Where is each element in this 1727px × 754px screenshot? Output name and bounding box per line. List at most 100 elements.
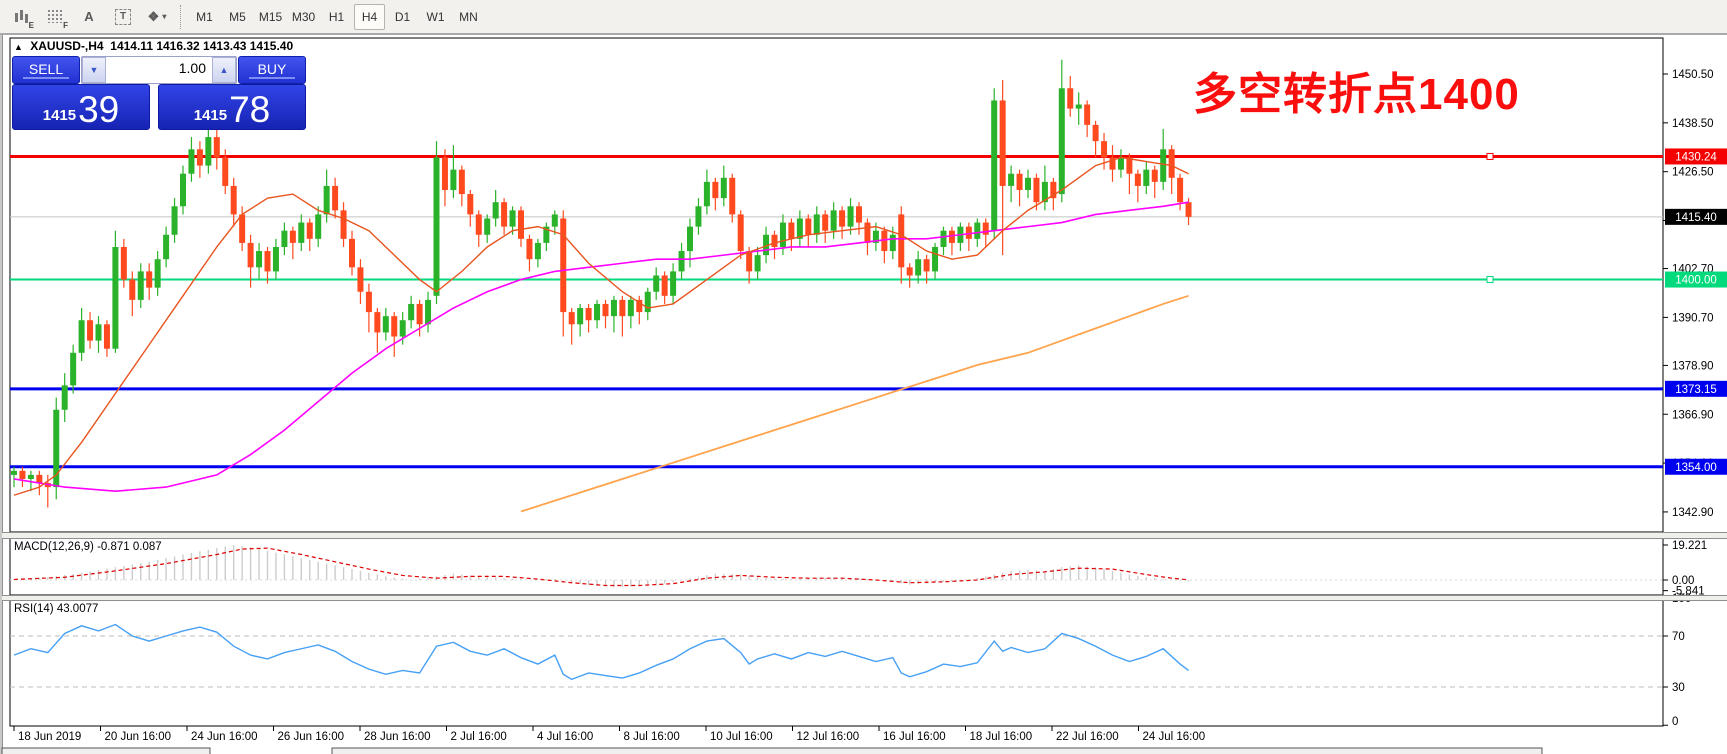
timeframe-button-m5[interactable]: M5 — [229, 9, 246, 24]
timeframe-button-h1[interactable]: H1 — [328, 9, 345, 24]
candle-body — [551, 214, 558, 227]
time-tick-label: 22 Jul 16:00 — [1056, 731, 1119, 743]
hline-handle[interactable] — [1486, 276, 1494, 284]
timeframe-button-h4[interactable]: H4 — [354, 3, 385, 30]
candle-body — [1050, 181, 1057, 199]
background-window-edge[interactable] — [331, 747, 1543, 754]
timeframe-button-w1[interactable]: W1 — [426, 9, 445, 24]
candle-body — [180, 173, 186, 207]
price-tick-label: 1390.70 — [1672, 312, 1714, 324]
buy-price-main: 1415 — [193, 107, 228, 124]
time-tick-label: 10 Jul 16:00 — [710, 731, 773, 743]
candle-body — [146, 271, 153, 288]
candle-body — [374, 312, 381, 333]
candle-body — [1041, 181, 1048, 203]
buy-price-box[interactable]: 1415 78 — [158, 84, 306, 130]
time-tick-label: 24 Jul 16:00 — [1143, 731, 1206, 743]
symbol-name: XAUUSD-,H4 — [30, 39, 104, 53]
chart-annotation-text[interactable]: 多空转折点1400 — [1193, 70, 1520, 119]
candle-body — [408, 303, 415, 321]
candle-body — [1092, 124, 1099, 142]
candle-body — [1067, 88, 1074, 109]
candle-body — [982, 222, 989, 235]
timeframe-button-m30[interactable]: M30 — [291, 9, 316, 24]
candle-body — [27, 474, 34, 479]
candle-body — [771, 234, 778, 247]
candle-body — [1008, 173, 1015, 186]
timeframe-button-m1[interactable]: M1 — [196, 9, 213, 24]
lot-size-input[interactable]: 1.00 — [106, 57, 212, 83]
pane-separator[interactable] — [2, 595, 1727, 601]
text-box-icon[interactable]: T — [110, 6, 136, 28]
candle-body — [188, 149, 195, 174]
candle-body — [1117, 157, 1124, 170]
candle-body — [644, 291, 651, 313]
rsi-tick-label: 70 — [1672, 631, 1685, 643]
sell-price-box[interactable]: 1415 39 — [12, 84, 150, 130]
candle-body — [610, 299, 617, 317]
candle-body — [120, 246, 127, 280]
pane-separator[interactable] — [2, 532, 1727, 539]
candle-body — [323, 185, 330, 215]
timeframe-button-m15[interactable]: M15 — [258, 9, 283, 24]
candle-body — [746, 251, 753, 272]
candle-body — [991, 100, 998, 231]
macd-tick-label: 19.221 — [1672, 540, 1707, 552]
candle-body — [881, 230, 888, 252]
buy-button[interactable]: BUY — [238, 56, 306, 84]
grid-icon[interactable]: F — [42, 6, 68, 30]
lot-decrease-button[interactable]: ▼ — [82, 57, 106, 83]
candle-body — [137, 271, 144, 300]
time-tick-label: 24 Jun 16:00 — [191, 731, 258, 743]
price-badge-label: 1400.00 — [1675, 275, 1717, 287]
price-badge — [1665, 458, 1727, 475]
candle-body — [332, 185, 339, 211]
candle-body — [653, 275, 660, 292]
candle-body — [467, 194, 474, 215]
timeframe-button-d1[interactable]: D1 — [394, 9, 411, 24]
candle-body — [788, 222, 795, 239]
candle-body — [687, 226, 693, 252]
candle-body — [805, 218, 812, 235]
candle-body — [636, 299, 643, 313]
candle-body — [1101, 141, 1108, 158]
candle-body — [518, 210, 524, 239]
time-tick-label: 18 Jun 2019 — [18, 731, 81, 743]
candle-body — [458, 169, 465, 195]
candle-body — [230, 185, 237, 215]
candle-body — [441, 157, 448, 190]
macd-tick-label: -5.841 — [1672, 586, 1705, 598]
lot-increase-button[interactable]: ▲ — [212, 57, 236, 83]
candle-body — [1143, 169, 1150, 186]
candle-body — [695, 206, 702, 227]
candle-body — [264, 251, 271, 272]
ma-slow-line — [520, 294, 1189, 513]
price-badge — [1665, 380, 1727, 397]
candle-body — [103, 324, 110, 349]
candle-body — [129, 279, 136, 300]
candle-body — [594, 303, 601, 321]
hline-handle[interactable] — [1486, 152, 1494, 160]
rsi-pane[interactable] — [9, 599, 1664, 727]
candle-body — [315, 214, 322, 239]
macd-pane[interactable] — [9, 537, 1664, 596]
text-label-icon[interactable]: A — [84, 9, 94, 24]
cursor-tools-icon[interactable]: ❖ ▾ — [147, 8, 167, 24]
chevron-down-icon: ▾ — [162, 12, 167, 21]
candle-body — [357, 267, 364, 292]
candle-body — [1058, 88, 1065, 195]
macd-signal-line — [13, 547, 1189, 587]
new-chart-icon[interactable]: E — [8, 6, 34, 30]
candle-body — [87, 320, 94, 341]
rsi-tick-label: 0 — [1672, 716, 1678, 728]
candle-body — [923, 259, 930, 272]
timeframe-button-mn[interactable]: MN — [459, 9, 478, 24]
background-window-edge[interactable] — [1, 747, 211, 754]
candle-body — [1185, 202, 1192, 217]
price-badge — [1665, 208, 1727, 225]
candle-body — [974, 222, 981, 239]
symbol-ohlc-line: ▲ XAUUSD-,H4 1414.11 1416.32 1413.43 141… — [14, 39, 293, 53]
sell-price-main: 1415 — [42, 107, 77, 124]
sell-button[interactable]: SELL — [12, 56, 80, 84]
candle-body — [822, 214, 829, 231]
